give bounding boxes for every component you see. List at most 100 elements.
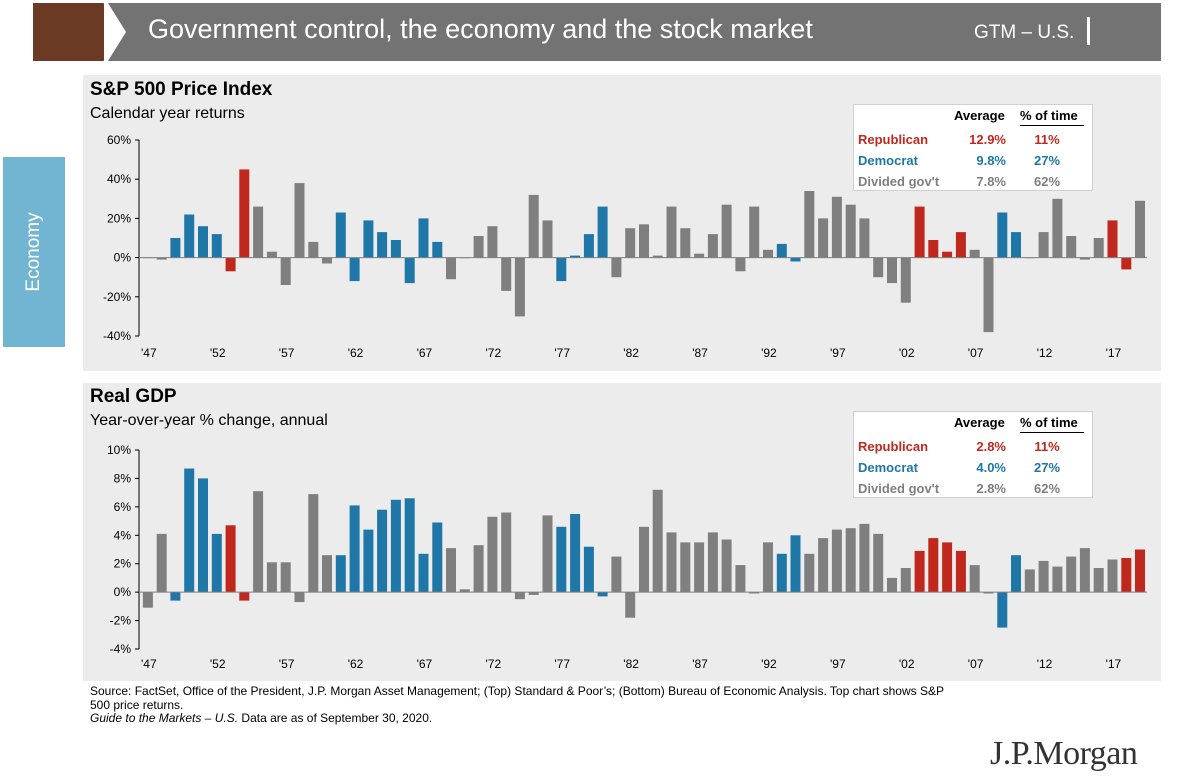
bar-1992 [763, 542, 773, 593]
legend-header-average: Average [954, 108, 1005, 123]
x-tick-label: '82 [623, 657, 639, 671]
x-tick-label: '92 [761, 346, 777, 360]
bar-1951 [198, 226, 208, 258]
bar-1990 [735, 565, 746, 593]
bar-1979 [583, 234, 594, 258]
bar-1977 [556, 257, 567, 282]
bar-1998 [845, 528, 856, 593]
y-tick-label: 0% [114, 585, 132, 599]
bar-1959 [308, 241, 319, 258]
y-tick-label: 20% [107, 211, 131, 225]
footer-notes: Source: FactSet, Office of the President… [90, 684, 960, 726]
bar-1991 [749, 592, 760, 594]
y-tick-label: 40% [107, 172, 131, 186]
bar-1966 [404, 498, 415, 593]
y-tick-label: 2% [114, 557, 132, 571]
bar-2016 [1093, 238, 1104, 258]
bar-1968 [432, 241, 443, 258]
bar-1958 [294, 592, 305, 603]
sp500-chart-subtitle: Calendar year returns [90, 105, 245, 122]
legend-header-pct: % of time [1020, 108, 1078, 123]
page-title: Government control, the economy and the … [148, 14, 813, 44]
bar-2015 [1079, 257, 1090, 260]
bar-1947 [142, 592, 153, 608]
bar-1950 [184, 468, 195, 593]
bar-1990 [735, 257, 746, 272]
bar-1965 [390, 240, 401, 258]
bar-1984 [652, 489, 663, 593]
bar-1971 [473, 236, 484, 258]
bar-2004 [928, 538, 939, 593]
x-tick-label: '87 [692, 346, 708, 360]
footer-source: Source: FactSet, Office of the President… [90, 684, 944, 712]
x-tick-label: '97 [830, 657, 846, 671]
header-divider [1087, 17, 1090, 45]
x-tick-label: '87 [692, 657, 708, 671]
bar-1981 [611, 556, 622, 593]
bar-2014 [1066, 236, 1077, 258]
bar-1962 [349, 505, 360, 593]
x-tick-label: '17 [1106, 346, 1122, 360]
legend-header-average: Average [954, 415, 1005, 430]
bar-1975 [528, 194, 539, 258]
bar-1955 [253, 491, 264, 593]
bar-1948 [156, 257, 167, 260]
bar-1987 [694, 253, 705, 258]
bar-1995 [804, 553, 815, 593]
section-tab-economy[interactable]: Economy [3, 157, 65, 347]
bar-1973 [501, 257, 512, 291]
bar-2019 [1135, 549, 1145, 593]
x-tick-label: '72 [486, 657, 502, 671]
bar-1983 [639, 526, 649, 593]
bar-1949 [170, 238, 181, 258]
bar-1972 [487, 226, 498, 258]
legend-pct-divided: 62% [1033, 481, 1061, 496]
bar-1996 [818, 218, 829, 258]
bar-1976 [542, 515, 553, 593]
bar-1962 [349, 257, 360, 282]
bar-1975 [528, 592, 539, 595]
x-tick-label: '67 [417, 657, 433, 671]
bar-1969 [446, 548, 456, 593]
legend-average-republican: 2.8% [976, 439, 1006, 454]
y-tick-label: 10% [107, 443, 131, 457]
bar-2012 [1038, 232, 1049, 258]
legend-pct-republican: 11% [1034, 132, 1060, 147]
bar-1953 [225, 257, 236, 272]
bar-1963 [363, 220, 374, 258]
jpmorgan-logo: J.P.Morgan [990, 735, 1138, 772]
x-tick-label: '52 [210, 346, 226, 360]
bar-1948 [156, 533, 167, 593]
bar-2006 [955, 232, 966, 258]
y-tick-label: 60% [107, 133, 131, 147]
legend-average-democrat: 9.8% [976, 153, 1006, 168]
y-tick-label: 6% [114, 500, 132, 514]
x-tick-label: '52 [210, 657, 226, 671]
bar-2016 [1093, 568, 1104, 593]
bar-1997 [831, 529, 842, 593]
guide-tag: GTM – U.S. [974, 22, 1075, 43]
bar-1976 [542, 220, 553, 258]
bar-1967 [418, 218, 429, 258]
legend-label-divided: Divided gov't [858, 481, 940, 496]
bar-2005 [942, 251, 953, 258]
legend-average-divided: 2.8% [976, 481, 1006, 496]
bar-2002 [900, 568, 911, 593]
x-tick-label: '72 [486, 346, 502, 360]
x-tick-label: '12 [1037, 346, 1053, 360]
bar-1981 [611, 257, 622, 278]
legend-pct-democrat: 27% [1033, 460, 1061, 475]
legend-pct-democrat: 27% [1033, 153, 1061, 168]
bar-1974 [514, 257, 525, 317]
legend-average-republican: 12.9% [969, 132, 1006, 147]
legend-pct-republican: 11% [1034, 439, 1060, 454]
bar-1977 [556, 526, 567, 593]
bar-1986 [680, 542, 691, 593]
bar-2000 [873, 533, 884, 593]
footer-guide-date: Data are as of September 30, 2020. [238, 711, 433, 725]
x-tick-label: '07 [968, 346, 984, 360]
y-tick-label: -2% [110, 614, 132, 628]
bar-1956 [266, 251, 277, 258]
bar-1982 [625, 592, 636, 618]
gdp-chart-subtitle: Year-over-year % change, annual [90, 412, 328, 429]
